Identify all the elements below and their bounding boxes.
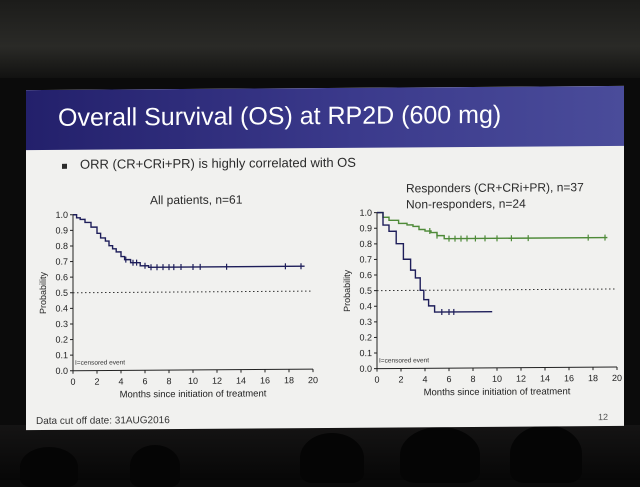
y-tick-label: 0.9: [359, 223, 372, 233]
x-tick-label: 0: [70, 377, 75, 387]
median-reference-line: [73, 291, 313, 293]
x-tick-label: 2: [94, 377, 99, 387]
x-axis-label: Months since initiation of treatment: [424, 386, 571, 398]
x-tick-label: 10: [492, 374, 502, 384]
x-axis-label: Months since initiation of treatment: [120, 388, 267, 400]
y-tick-label: 0.2: [55, 335, 68, 345]
x-tick-label: 8: [166, 376, 171, 386]
audience-head: [20, 447, 78, 487]
audience-head: [130, 445, 180, 487]
median-reference-line: [377, 289, 617, 291]
room-ceiling: [0, 0, 640, 78]
y-axis-label: Probability: [342, 269, 352, 312]
y-tick-label: 0.3: [359, 317, 372, 327]
censored-event-note: I=censored event: [75, 359, 125, 366]
x-tick-label: 4: [118, 376, 123, 386]
survival-curve-2: [377, 212, 492, 313]
x-tick-label: 10: [188, 376, 198, 386]
y-tick-label: 0.9: [55, 225, 68, 235]
x-tick-label: 12: [516, 374, 526, 384]
chart-2: 0.0 0.1 0.2 0.3 0.4 0.5 0.6 0.7 0.8 0.9 1.0 0 2 4 6 8 10…: [342, 206, 622, 399]
y-tick-label: 1.0: [359, 208, 372, 218]
page-number: 12: [598, 412, 608, 422]
x-tick-label: 18: [588, 373, 598, 383]
survival-curve-1: [377, 211, 607, 239]
censored-event-note: I=censored event: [379, 357, 429, 364]
x-tick-label: 6: [446, 374, 451, 384]
y-tick-label: 0.2: [359, 332, 372, 342]
y-tick-label: 0.6: [55, 272, 68, 282]
y-tick-label: 0.5: [359, 286, 372, 296]
x-tick-label: 14: [540, 373, 550, 383]
x-tick-label: 12: [212, 376, 222, 386]
x-tick-label: 20: [612, 373, 622, 383]
y-tick-label: 0.7: [55, 257, 68, 267]
audience-area: [0, 425, 640, 480]
y-tick-label: 0.0: [55, 366, 68, 376]
x-tick-label: 16: [564, 373, 574, 383]
chart-1: 0.0 0.1 0.2 0.3 0.4 0.5 0.6 0.7 0.8 0.9 1.0 0 2 4 6 8 10…: [38, 208, 318, 401]
y-tick-label: 0.7: [359, 254, 372, 264]
audience-head: [400, 427, 480, 483]
y-tick-label: 0.4: [359, 301, 372, 311]
y-tick-label: 0.4: [55, 303, 68, 313]
survival-curve-1: [73, 213, 305, 268]
presentation-slide: Overall Survival (OS) at RP2D (600 mg) O…: [26, 86, 624, 430]
x-tick-label: 20: [308, 375, 318, 385]
x-tick-label: 14: [236, 376, 246, 386]
y-tick-label: 0.3: [55, 319, 68, 329]
x-tick-label: 16: [260, 375, 270, 385]
y-tick-label: 0.8: [359, 239, 372, 249]
x-tick-label: 6: [142, 376, 147, 386]
x-tick-label: 0: [374, 375, 379, 385]
kaplan-meier-charts: 0.0 0.1 0.2 0.3 0.4 0.5 0.6 0.7 0.8 0.9 1.0 0 2 4 6 8 10…: [26, 86, 624, 430]
y-tick-label: 0.6: [359, 270, 372, 280]
y-tick-label: 0.1: [359, 348, 372, 358]
y-tick-label: 0.8: [55, 241, 68, 251]
y-axis-label: Probability: [38, 271, 48, 314]
x-tick-label: 2: [398, 374, 403, 384]
audience-head: [510, 425, 582, 483]
y-tick-label: 0.1: [55, 350, 68, 360]
y-tick-label: 1.0: [55, 210, 68, 220]
y-tick-label: 0.0: [359, 364, 372, 374]
y-tick-label: 0.5: [55, 288, 68, 298]
x-tick-label: 8: [470, 374, 475, 384]
data-cutoff-footer: Data cut off date: 31AUG2016: [36, 415, 170, 427]
x-tick-label: 4: [422, 374, 427, 384]
x-tick-label: 18: [284, 375, 294, 385]
audience-head: [300, 433, 364, 483]
